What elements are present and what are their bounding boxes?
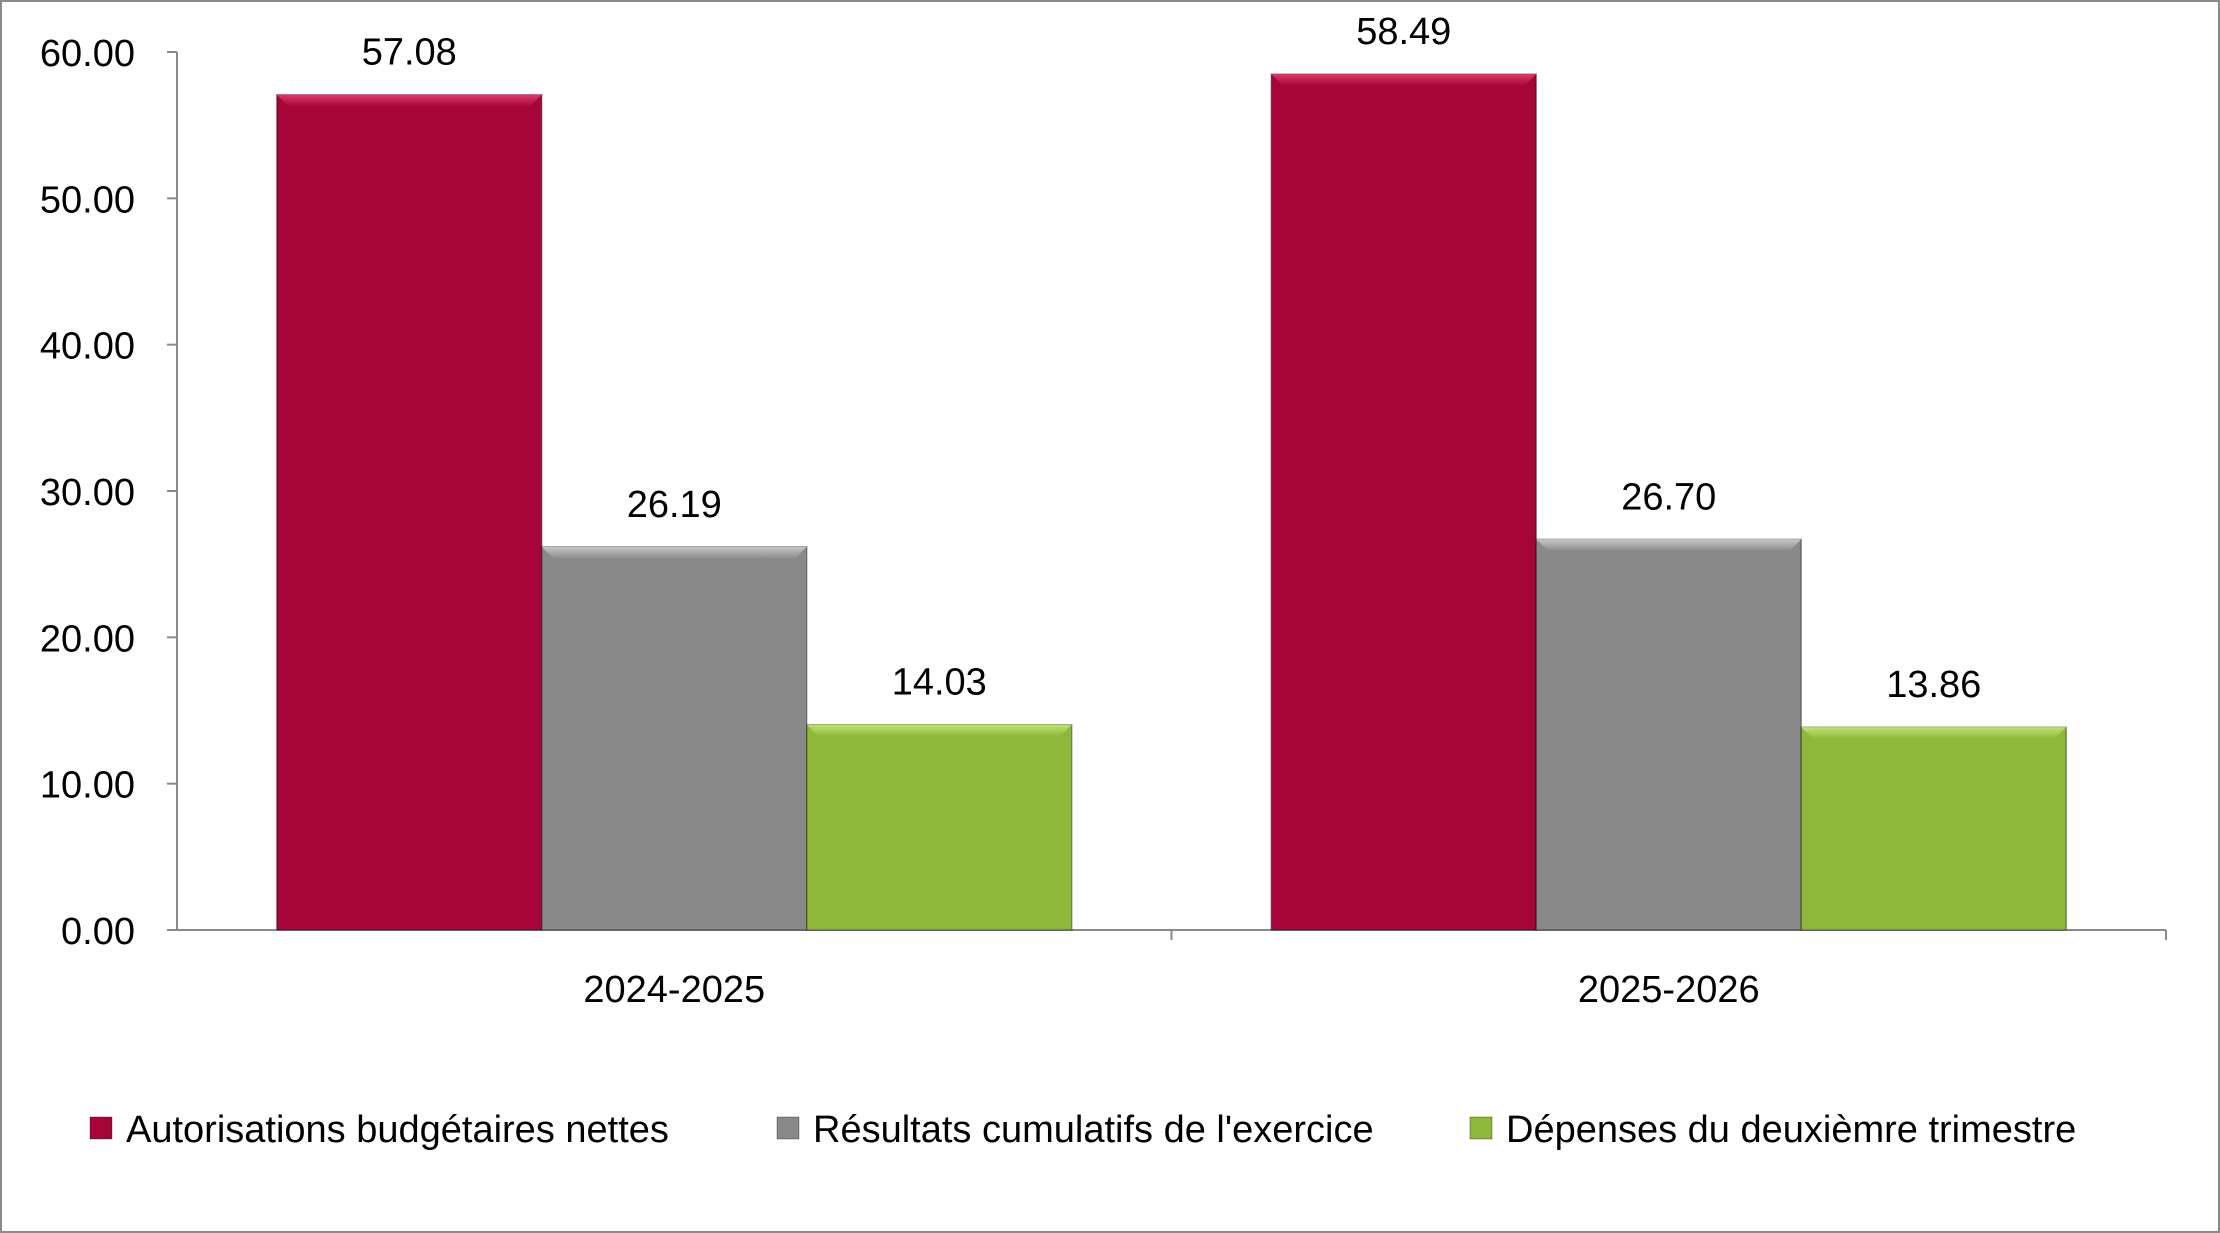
x-tick-label: 2025-2026 (1578, 969, 1760, 1011)
y-tick-label: 30.00 (40, 472, 135, 514)
x-tick-label: 2024-2025 (583, 969, 765, 1011)
bar-2-0 (806, 723, 1073, 931)
data-label: 13.86 (1886, 664, 1981, 706)
data-label: 26.70 (1621, 476, 1716, 518)
y-tick-label: 60.00 (40, 33, 135, 75)
data-label: 26.19 (627, 484, 722, 526)
bar-bevel (1536, 539, 1802, 552)
bar-1-0 (541, 546, 808, 931)
legend-label: Résultats cumulatifs de l'exercice (813, 1109, 1374, 1151)
legend-swatch (89, 1116, 113, 1140)
y-tick-label: 10.00 (40, 765, 135, 807)
bar-bevel (541, 546, 807, 559)
legend-label: Dépenses du deuxièmre trimestre (1506, 1109, 2076, 1151)
legend-label: Autorisations budgétaires nettes (126, 1109, 669, 1151)
bar-bevel (276, 94, 542, 107)
bar-2-1 (1800, 726, 2067, 931)
bar-0-0 (276, 93, 543, 931)
y-tick-label: 20.00 (40, 618, 135, 660)
bar-1-1 (1535, 538, 1802, 931)
y-tick-label: 40.00 (40, 326, 135, 368)
data-label: 57.08 (362, 32, 457, 74)
y-tick-label: 50.00 (40, 179, 135, 221)
bar-0-1 (1270, 73, 1537, 931)
legend-swatch (1469, 1116, 1493, 1140)
data-label: 58.49 (1356, 11, 1451, 53)
bar-bevel (1271, 74, 1537, 87)
bar-bevel (1801, 727, 2067, 740)
data-label: 14.03 (892, 662, 987, 704)
legend-swatch (776, 1116, 800, 1140)
bar-bevel (806, 724, 1072, 737)
y-tick-label: 0.00 (61, 911, 135, 953)
